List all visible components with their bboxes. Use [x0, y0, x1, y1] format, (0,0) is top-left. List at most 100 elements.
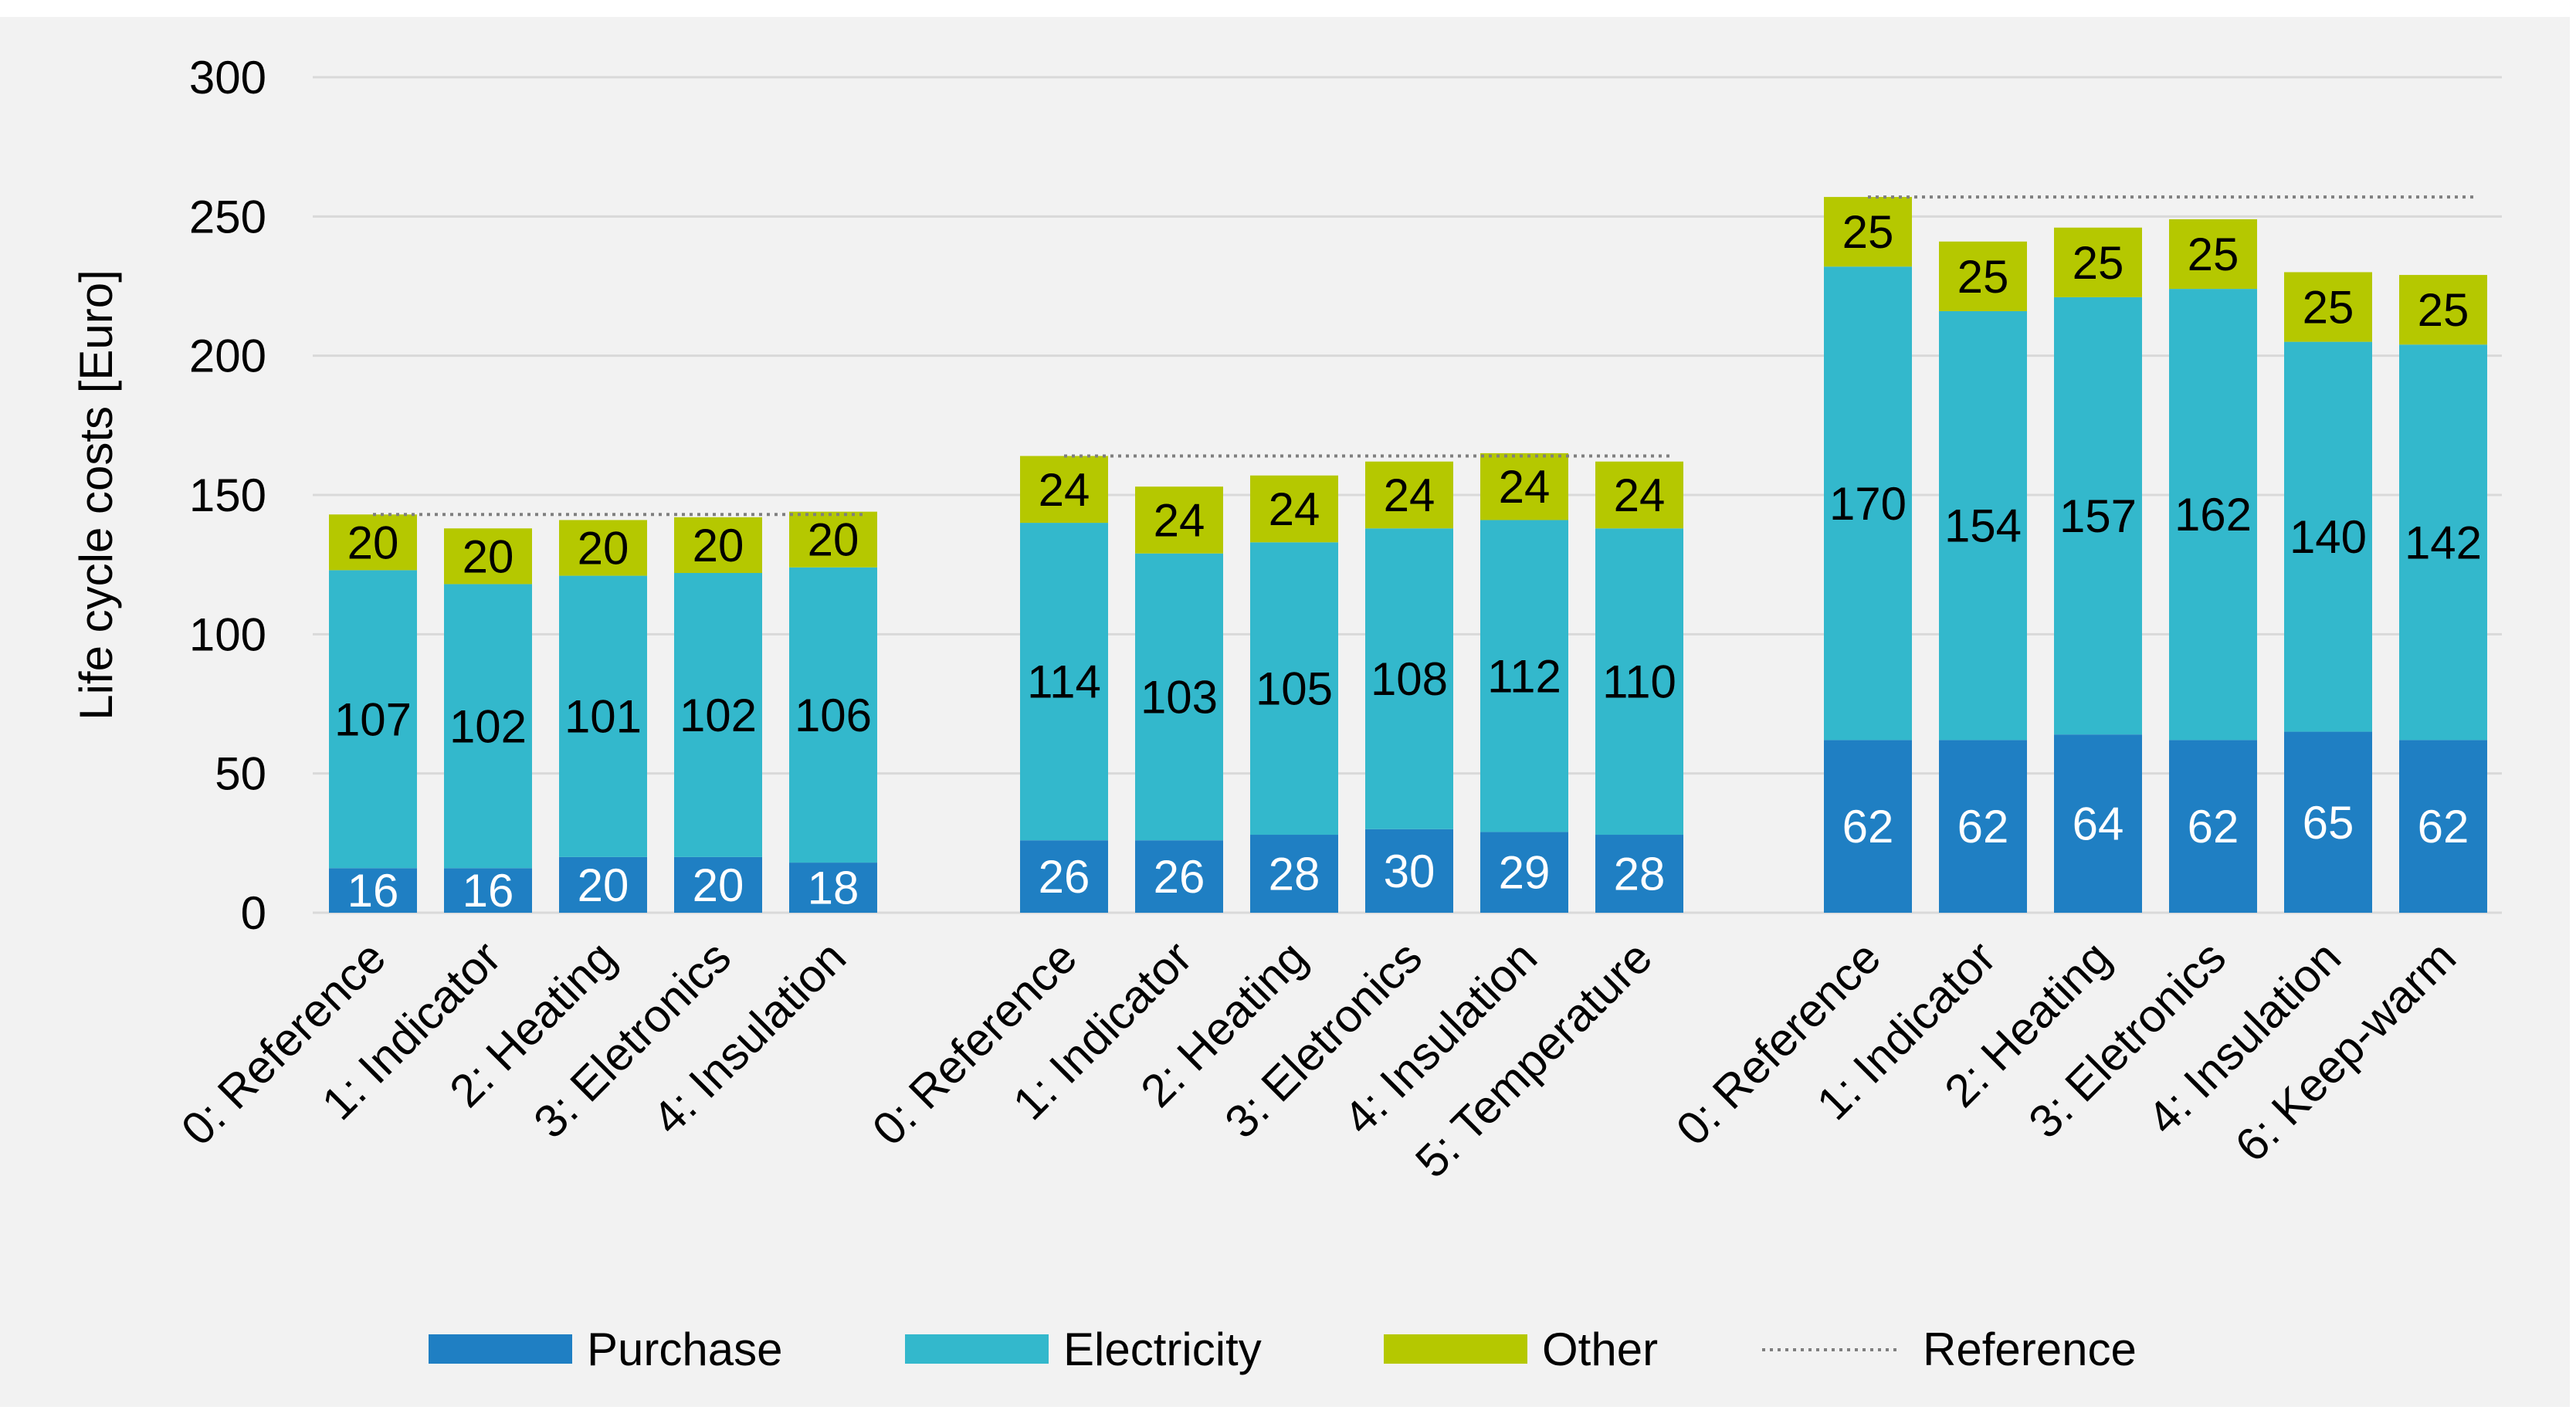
bar-segment-purchase	[1250, 835, 1338, 913]
data-label-electricity: 170	[1829, 478, 1907, 530]
data-label-electricity: 102	[680, 690, 757, 741]
data-label-other: 24	[1614, 469, 1666, 521]
data-label-purchase: 28	[1614, 849, 1666, 900]
data-label-purchase: 26	[1039, 851, 1090, 903]
bar-segment-other	[2169, 219, 2257, 290]
bar-segment-other	[1480, 453, 1568, 520]
bar-segment-electricity	[674, 572, 762, 857]
bar-segment-electricity	[2169, 289, 2257, 741]
bar-segment-electricity	[1480, 520, 1568, 832]
data-label-purchase: 62	[1957, 801, 2009, 852]
data-label-electricity: 103	[1141, 671, 1218, 723]
y-tick-label: 250	[189, 191, 266, 242]
legend-label: Reference	[1923, 1324, 2137, 1375]
data-label-other: 20	[347, 517, 399, 568]
data-label-electricity: 140	[2290, 511, 2367, 563]
bar-segment-purchase	[674, 856, 762, 913]
bar-segment-other	[329, 514, 417, 571]
bar-segment-electricity	[1824, 266, 1912, 741]
bar-segment-electricity	[1365, 528, 1453, 829]
data-label-electricity: 105	[1256, 663, 1333, 715]
data-label-purchase: 62	[2418, 801, 2469, 852]
bar-segment-purchase	[559, 856, 647, 913]
bar-segment-other	[2284, 272, 2372, 342]
data-label-other: 25	[2073, 237, 2124, 289]
data-label-other: 25	[2418, 284, 2469, 336]
bar-segment-other	[1939, 241, 2027, 311]
bar-segment-electricity	[1135, 553, 1223, 841]
data-label-purchase: 16	[463, 865, 514, 917]
bar-segment-electricity	[2399, 344, 2487, 741]
bar-segment-electricity	[2284, 341, 2372, 732]
bar-segment-purchase	[2054, 734, 2142, 913]
bar-segment-other	[444, 528, 532, 585]
data-label-other: 20	[808, 514, 859, 566]
data-label-electricity: 102	[449, 700, 527, 752]
bar-segment-electricity	[1250, 542, 1338, 836]
data-label-electricity: 162	[2174, 489, 2252, 541]
data-label-electricity: 101	[564, 691, 642, 743]
data-label-other: 25	[1842, 206, 1894, 258]
bar-segment-purchase	[1939, 740, 2027, 913]
bar-segment-purchase	[1480, 832, 1568, 913]
data-label-electricity: 142	[2405, 517, 2482, 568]
y-axis-title: Life cycle costs [Euro]	[70, 269, 122, 720]
bar-segment-purchase	[444, 868, 532, 913]
data-label-other: 24	[1154, 494, 1205, 546]
data-label-purchase: 62	[2188, 801, 2239, 852]
data-label-electricity: 108	[1371, 653, 1448, 705]
data-label-other: 24	[1039, 464, 1090, 516]
data-label-other: 20	[693, 520, 744, 571]
y-tick-label: 150	[189, 469, 266, 521]
data-label-purchase: 30	[1384, 846, 1435, 897]
bar-segment-electricity	[559, 575, 647, 857]
data-label-purchase: 26	[1154, 851, 1205, 903]
y-tick-label: 0	[241, 887, 266, 939]
legend-label: Electricity	[1063, 1324, 1262, 1375]
reference-lines	[373, 195, 2474, 517]
data-label-other: 20	[463, 530, 514, 582]
data-label-electricity: 154	[1944, 500, 2022, 552]
y-tick-label: 300	[189, 52, 266, 103]
data-label-purchase: 28	[1269, 849, 1320, 900]
bar-segment-other	[1250, 475, 1338, 543]
data-label-electricity: 114	[1027, 656, 1101, 708]
data-label-purchase: 16	[347, 865, 399, 917]
bar-segment-other	[2054, 227, 2142, 297]
y-tick-label: 200	[189, 330, 266, 382]
bar-segment-purchase	[329, 868, 417, 913]
bar-segment-other	[559, 520, 647, 576]
bar-segment-purchase	[2284, 731, 2372, 913]
data-label-other: 25	[1957, 251, 2009, 303]
data-label-electricity: 106	[795, 690, 872, 741]
legend-swatch	[429, 1334, 572, 1364]
data-label-purchase: 20	[578, 859, 629, 911]
bar-segment-electricity	[329, 570, 417, 869]
y-tick-label: 100	[189, 608, 266, 660]
data-label-electricity: 157	[2059, 490, 2137, 542]
bar-segment-purchase	[2399, 740, 2487, 913]
data-label-purchase: 18	[808, 863, 859, 914]
legend-label: Purchase	[587, 1324, 782, 1375]
data-label-other: 24	[1269, 483, 1320, 535]
bar-segment-electricity	[1939, 310, 2027, 741]
bar-segment-purchase	[789, 863, 877, 913]
bar-segment-other	[1595, 461, 1683, 529]
bar-segment-other	[1824, 197, 1912, 267]
bars: 16 107 20 16 102 20 20 101 20 20 102 20 18 106 20 26 114…	[329, 197, 2487, 917]
data-label-purchase: 64	[2073, 798, 2124, 850]
y-axis: 0 50 100 150 200 250 300 Life cycle costs [Euro…	[70, 52, 266, 939]
bar-segment-purchase	[1020, 840, 1108, 913]
data-label-other: 24	[1499, 461, 1551, 513]
data-label-purchase: 62	[1842, 801, 1894, 852]
bar-segment-purchase	[1365, 829, 1453, 913]
data-label-other: 25	[2188, 229, 2239, 280]
bar-segment-other	[1020, 456, 1108, 524]
data-label-electricity: 107	[334, 693, 412, 745]
bar-segment-other	[1135, 486, 1223, 554]
bar-segment-electricity	[1020, 523, 1108, 841]
bar-segment-purchase	[1135, 840, 1223, 913]
legend-swatch	[905, 1334, 1049, 1364]
